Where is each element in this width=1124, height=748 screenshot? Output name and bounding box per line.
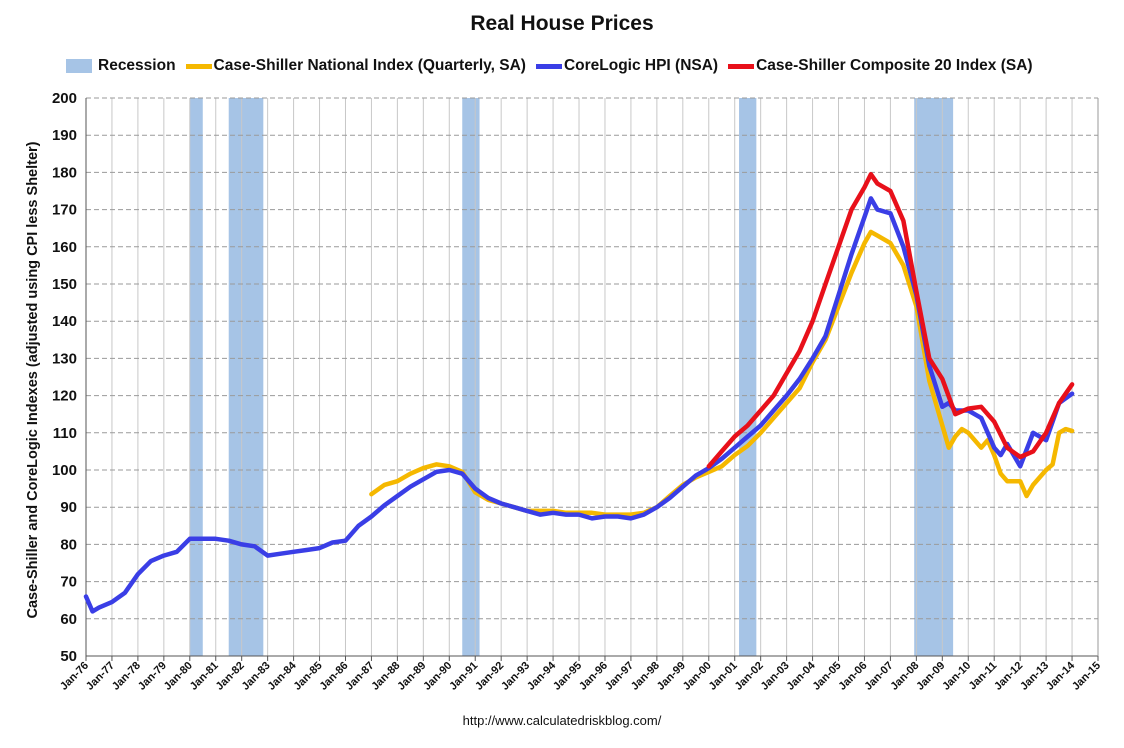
y-tick-label-2: 70 [60, 574, 77, 591]
legend-swatch-corelogic [535, 63, 562, 69]
legend-swatch-case-shiller-national [185, 63, 212, 69]
y-tick-label-7: 120 [52, 388, 77, 405]
legend-swatch-case-shiller-composite [728, 63, 755, 69]
y-tick-label-12: 170 [52, 202, 77, 219]
legend: Recession Case-Shiller National Index (Q… [66, 55, 1043, 77]
y-tick-label-15: 200 [52, 90, 77, 107]
legend-swatch-recession [66, 59, 92, 73]
y-tick-label-8: 130 [52, 350, 77, 367]
y-tick-label-3: 80 [60, 536, 77, 553]
y-tick-label-10: 150 [52, 276, 77, 293]
y-tick-label-11: 160 [52, 239, 77, 256]
y-tick-label-4: 90 [60, 499, 77, 516]
recession-band-1 [228, 98, 264, 656]
legend-item-recession: Recession [66, 57, 176, 75]
source-url: http://www.calculatedriskblog.com/ [462, 713, 662, 728]
legend-label-corelogic: CoreLogic HPI (NSA) [563, 57, 719, 74]
legend-item-case-shiller-composite: Case-Shiller Composite 20 Index (SA) [728, 57, 1033, 75]
y-tick-label-9: 140 [52, 313, 77, 330]
y-tick-label-13: 180 [52, 164, 77, 181]
x-tick-label-39: Jan-15 [1070, 660, 1103, 693]
series-line-case-shiller-composite-20-index-sa [706, 172, 1075, 469]
recession-band-3 [739, 98, 757, 656]
chart-title: Real House Prices [470, 12, 654, 35]
legend-item-case-shiller-national: Case-Shiller National Index (Quarterly, … [185, 57, 526, 75]
legend-label-case-shiller-national: Case-Shiller National Index (Quarterly, … [213, 57, 526, 74]
y-tick-label-14: 190 [52, 127, 77, 144]
recession-band-2 [462, 98, 480, 656]
recession-band-0 [189, 98, 203, 656]
legend-label-recession: Recession [98, 57, 176, 74]
y-tick-label-5: 100 [52, 462, 77, 479]
y-tick-label-6: 110 [53, 425, 77, 442]
x-tick-label-34: Jan-10 [940, 660, 973, 693]
y-tick-label-0: 50 [60, 648, 77, 665]
y-tick-label-1: 60 [60, 611, 77, 628]
legend-label-case-shiller-composite: Case-Shiller Composite 20 Index (SA) [756, 57, 1033, 74]
legend-item-corelogic: CoreLogic HPI (NSA) [535, 57, 719, 75]
